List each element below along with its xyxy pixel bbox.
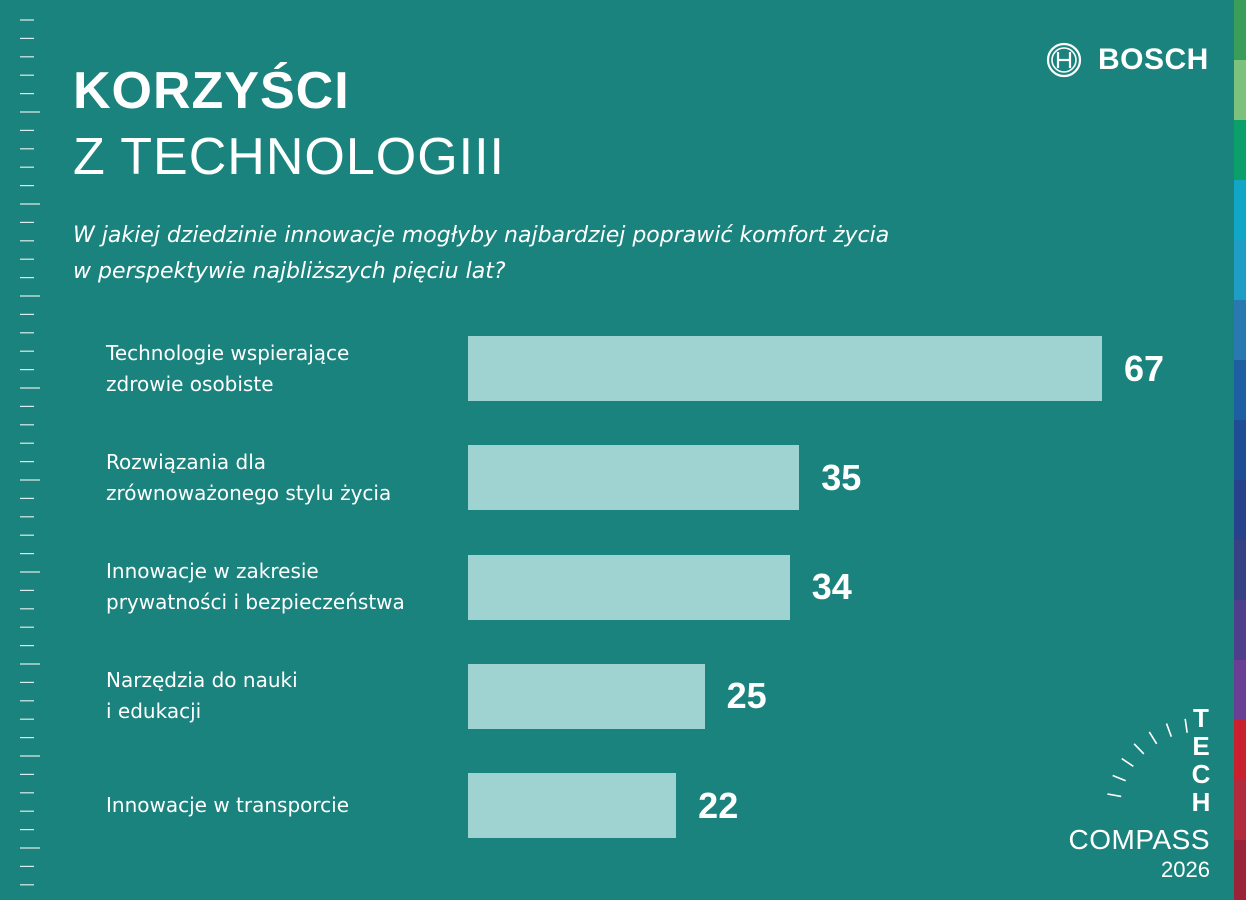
brand-color-stripe	[1234, 0, 1246, 900]
category-label-line: zrównoważonego stylu życia	[106, 480, 392, 505]
value-label: 25	[726, 675, 767, 717]
stripe-segment	[1234, 600, 1246, 660]
stripe-segment	[1234, 420, 1246, 480]
brand-name: BOSCH	[1098, 43, 1209, 76]
compass-wordmark: COMPASS	[1068, 824, 1210, 855]
compass-dial-tick	[1107, 793, 1122, 798]
compass-dial-tick	[1148, 731, 1158, 745]
bosch-logo: BOSCH	[1046, 41, 1216, 79]
tech-letter: E	[1192, 731, 1210, 761]
category-label-line: Narzędzia do nauki	[106, 668, 298, 693]
stripe-segment	[1234, 780, 1246, 840]
category-label-line: zdrowie osobiste	[106, 371, 274, 396]
ruler-ticks	[20, 19, 40, 886]
stripe-segment	[1234, 60, 1246, 120]
bar	[468, 554, 790, 620]
category-label: Innowacje w zakresie prywatności i bezpie…	[106, 556, 456, 618]
page-title-line1: KORZYŚCI	[73, 62, 350, 120]
category-label: Narzędzia do nauki i edukacji	[106, 665, 456, 727]
category-label-line: prywatności i bezpieczeństwa	[106, 590, 405, 615]
value-label: 35	[821, 456, 862, 498]
stripe-segment	[1234, 0, 1246, 60]
survey-question: W jakiej dziedzinie innowacje mogłyby na…	[73, 218, 1023, 290]
compass-dial-icon	[1107, 718, 1188, 798]
compass-year: 2026	[1161, 857, 1210, 882]
stripe-segment	[1234, 540, 1246, 600]
stripe-segment	[1234, 480, 1246, 540]
stripe-segment	[1234, 360, 1246, 420]
page-title-line2: Z TECHNOLOGIII	[73, 128, 505, 186]
tech-letter: C	[1191, 759, 1211, 789]
category-label-line: Innowacje w transporcie	[106, 793, 350, 818]
survey-question-line1: W jakiej dziedzinie innowacje mogłyby na…	[73, 223, 890, 248]
category-label-line: i edukacji	[106, 699, 202, 724]
tech-letter: T	[1193, 703, 1209, 733]
stripe-segment	[1234, 300, 1246, 360]
stripe-segment	[1234, 120, 1246, 180]
tech-letter: H	[1191, 787, 1211, 817]
compass-dial-tick	[1112, 774, 1126, 782]
category-label: Rozwiązania dla zrównoważonego stylu życi…	[106, 447, 456, 509]
bosch-armature-icon	[1046, 42, 1082, 78]
bar	[468, 336, 1102, 401]
category-label-line: Innowacje w zakresie	[106, 559, 319, 584]
stripe-segment	[1234, 720, 1246, 780]
value-label: 34	[811, 566, 852, 608]
category-label-line: Rozwiązania dla	[106, 449, 267, 474]
bar	[468, 663, 705, 729]
bar	[468, 445, 800, 511]
compass-dial-tick	[1133, 743, 1145, 755]
stripe-segment	[1234, 660, 1246, 720]
survey-question-line2: w perspektywie najbliższych pięciu lat?	[73, 259, 506, 284]
bar	[468, 773, 677, 839]
category-label: Innowacje w transporcie	[106, 790, 456, 821]
category-label: Technologie wspierające zdrowie osobiste	[106, 338, 456, 400]
stripe-segment	[1234, 240, 1246, 300]
category-label-line: Technologie wspierające	[106, 340, 350, 365]
value-label: 22	[698, 784, 739, 826]
value-label: 67	[1124, 347, 1165, 389]
compass-dial-tick	[1121, 757, 1134, 768]
compass-dial-tick	[1165, 723, 1173, 737]
stripe-segment	[1234, 180, 1246, 240]
stripe-segment	[1234, 840, 1246, 900]
compass-dial-tick	[1184, 718, 1188, 733]
